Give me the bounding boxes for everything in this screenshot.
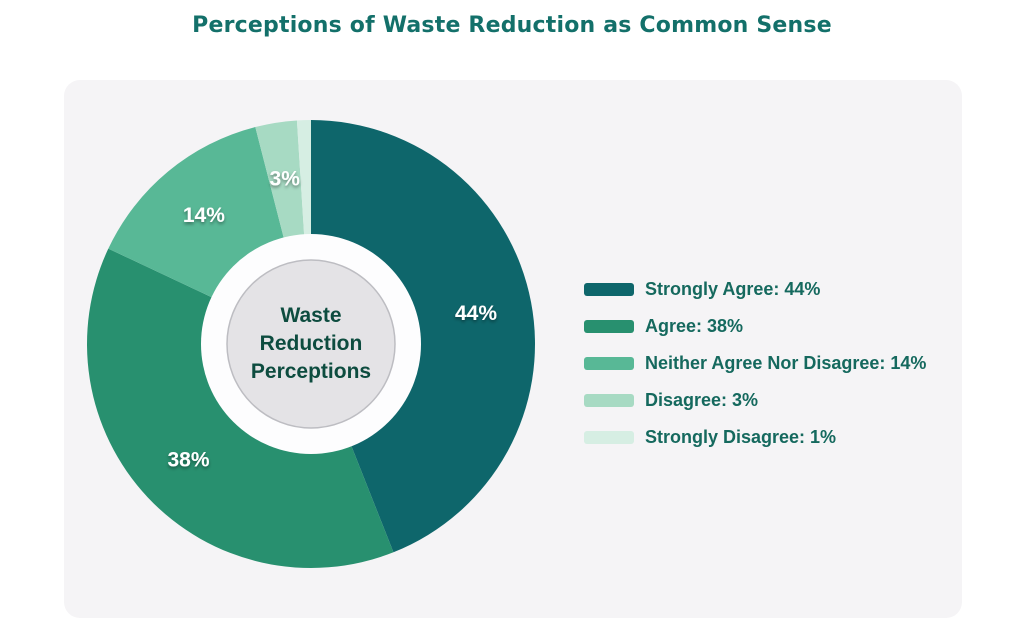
slice-percent-label: 3%	[270, 168, 301, 191]
legend-label: Neither Agree Nor Disagree: 14%	[645, 352, 927, 373]
donut-center-disc	[226, 259, 396, 429]
slice-percent-label: 38%	[167, 449, 209, 472]
donut-svg: 44% 38% 14% 3%	[87, 120, 536, 568]
legend: Strongly Agree: 44% Agree: 38% Neither A…	[584, 278, 927, 465]
donut-slice-labels: 44% 38% 14% 3%	[167, 168, 497, 472]
legend-item: Strongly Disagree: 1%	[584, 426, 926, 447]
legend-label: Agree: 38%	[645, 315, 744, 336]
legend-label: Strongly Agree: 44%	[645, 278, 821, 299]
slice-percent-label: 44%	[455, 302, 497, 325]
legend-label: Strongly Disagree: 1%	[645, 426, 837, 447]
legend-swatch	[584, 393, 634, 407]
donut-chart: 44% 38% 14% 3% Waste Reduction Perceptions	[86, 119, 536, 569]
center-label-line-1: Waste	[280, 304, 342, 327]
page-title: Perceptions of Waste Reduction as Common…	[192, 13, 832, 38]
legend-item: Strongly Agree: 44%	[584, 278, 926, 299]
legend-item: Neither Agree Nor Disagree: 14%	[584, 352, 927, 373]
legend-swatch	[584, 430, 634, 444]
donut-center-label: Waste Reduction Perceptions	[251, 302, 371, 386]
center-label-line-3: Perceptions	[250, 360, 372, 383]
donut-slice-strongly-agree	[311, 120, 536, 553]
legend-label: Disagree: 3%	[645, 389, 759, 410]
chart-card: 44% 38% 14% 3% Waste Reduction Perceptions …	[64, 80, 962, 618]
legend-item: Agree: 38%	[584, 315, 926, 336]
legend-item: Disagree: 3%	[584, 389, 926, 410]
center-label-line-2: Reduction	[259, 332, 363, 355]
legend-swatch	[584, 319, 634, 333]
slice-percent-label: 14%	[183, 204, 225, 227]
legend-swatch	[584, 282, 634, 296]
legend-swatch	[584, 356, 634, 370]
